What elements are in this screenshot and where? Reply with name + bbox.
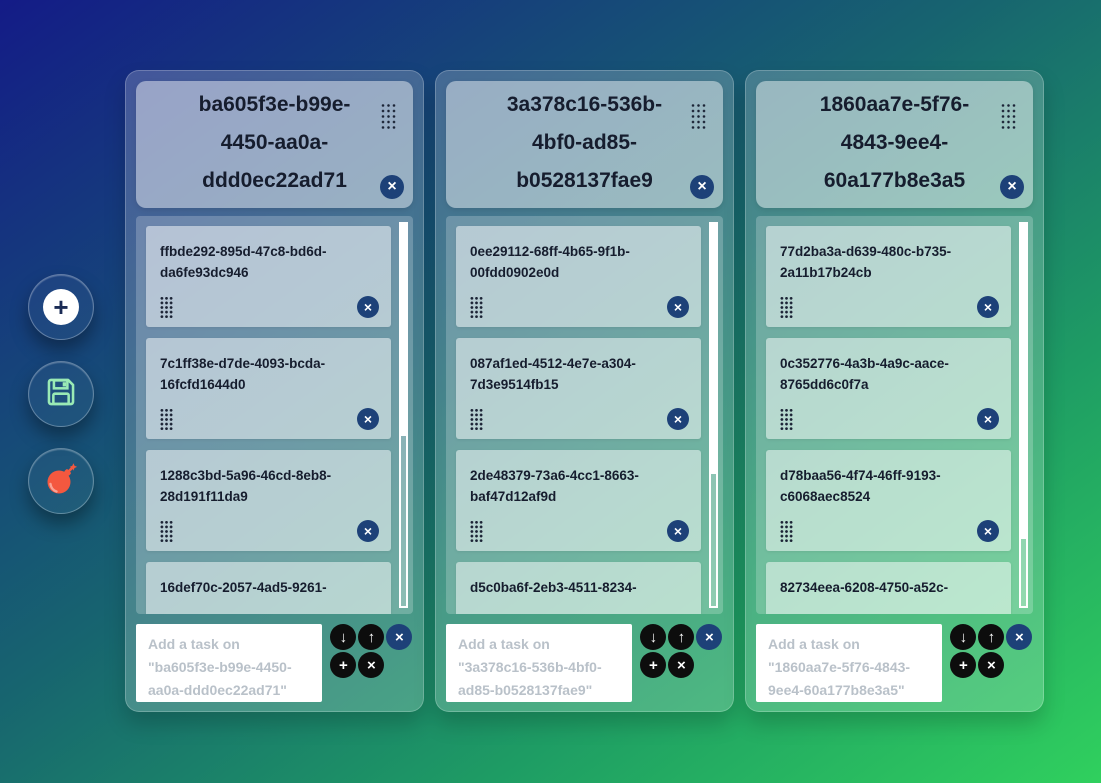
drag-handle-icon[interactable] xyxy=(780,520,793,542)
save-board-button[interactable] xyxy=(28,361,94,427)
drag-handle-icon[interactable] xyxy=(1000,103,1017,130)
delete-column-button[interactable]: × xyxy=(380,175,404,199)
delete-task-button[interactable]: × xyxy=(357,408,379,430)
scrollbar-thumb[interactable] xyxy=(709,222,718,475)
drag-handle-icon[interactable] xyxy=(380,103,397,130)
delete-task-button[interactable]: × xyxy=(357,296,379,318)
cancel-add-task-button[interactable]: × xyxy=(978,652,1005,678)
add-task-input[interactable] xyxy=(446,624,633,702)
bomb-icon xyxy=(43,461,79,502)
scrollbar-track xyxy=(709,222,718,608)
task-title: d78baa56-4f74-46ff-9193-c6068aec8524 xyxy=(780,468,941,504)
task-card[interactable]: ffbde292-895d-47c8-bd6d-da6fe93dc946 × xyxy=(146,226,391,327)
task-title: 82734eea-6208-4750-a52c- xyxy=(780,580,949,595)
delete-task-button[interactable]: × xyxy=(977,408,999,430)
side-toolbar: + xyxy=(28,274,94,514)
move-task-up-button[interactable]: ↑ xyxy=(668,624,695,650)
add-task-footer: ↓ ↑ × + × xyxy=(756,624,1033,702)
task-card[interactable]: d78baa56-4f74-46ff-9193-c6068aec8524 × xyxy=(766,450,1011,551)
task-title: d5c0ba6f-2eb3-4511-8234- xyxy=(470,580,637,595)
task-title: 0ee29112-68ff-4b65-9f1b-00fdd0902e0d xyxy=(470,244,630,280)
column-header[interactable]: 3a378c16-536b-4bf0-ad85-b0528137fae9 × xyxy=(446,81,723,208)
add-task-input[interactable] xyxy=(136,624,323,702)
scrollbar-track xyxy=(399,222,408,608)
board-column: ba605f3e-b99e-4450-aa0a-ddd0ec22ad71 × f… xyxy=(125,70,424,712)
task-title: 7c1ff38e-d7de-4093-bcda-16fcfd1644d0 xyxy=(160,356,326,392)
close-input-button[interactable]: × xyxy=(386,624,413,650)
drag-handle-icon[interactable] xyxy=(780,408,793,430)
task-input-buttons: ↓ ↑ × + × xyxy=(330,624,413,678)
cancel-add-task-button[interactable]: × xyxy=(668,652,695,678)
scrollbar-thumb[interactable] xyxy=(399,222,408,436)
add-column-button[interactable]: + xyxy=(28,274,94,340)
drag-handle-icon[interactable] xyxy=(690,103,707,130)
kanban-board: ba605f3e-b99e-4450-aa0a-ddd0ec22ad71 × f… xyxy=(125,70,1044,712)
move-task-down-button[interactable]: ↓ xyxy=(330,624,357,650)
task-title: ffbde292-895d-47c8-bd6d-da6fe93dc946 xyxy=(160,244,327,280)
column-title: 1860aa7e-5f76-4843-9ee4-60a177b8e3a5 xyxy=(819,93,970,192)
task-title: 77d2ba3a-d639-480c-b735-2a11b17b24cb xyxy=(780,244,952,280)
close-input-button[interactable]: × xyxy=(1006,624,1033,650)
drag-handle-icon[interactable] xyxy=(160,520,173,542)
task-input-buttons: ↓ ↑ × + × xyxy=(950,624,1033,678)
drag-handle-icon[interactable] xyxy=(470,520,483,542)
task-card[interactable]: 087af1ed-4512-4e7e-a304-7d3e9514fb15 × xyxy=(456,338,701,439)
add-task-footer: ↓ ↑ × + × xyxy=(446,624,723,702)
delete-column-button[interactable]: × xyxy=(690,175,714,199)
move-task-up-button[interactable]: ↑ xyxy=(358,624,385,650)
cancel-add-task-button[interactable]: × xyxy=(358,652,385,678)
delete-task-button[interactable]: × xyxy=(357,520,379,542)
add-task-footer: ↓ ↑ × + × xyxy=(136,624,413,702)
close-input-button[interactable]: × xyxy=(696,624,723,650)
task-card[interactable]: d5c0ba6f-2eb3-4511-8234- × xyxy=(456,562,701,614)
board-column: 1860aa7e-5f76-4843-9ee4-60a177b8e3a5 × 7… xyxy=(745,70,1044,712)
task-card[interactable]: 2de48379-73a6-4cc1-8663-baf47d12af9d × xyxy=(456,450,701,551)
task-title: 0c352776-4a3b-4a9c-aace-8765dd6c0f7a xyxy=(780,356,949,392)
plus-icon: + xyxy=(43,289,79,325)
move-task-down-button[interactable]: ↓ xyxy=(950,624,977,650)
task-card[interactable]: 1288c3bd-5a96-46cd-8eb8-28d191f11da9 × xyxy=(146,450,391,551)
task-card[interactable]: 0ee29112-68ff-4b65-9f1b-00fdd0902e0d × xyxy=(456,226,701,327)
drag-handle-icon[interactable] xyxy=(470,408,483,430)
scrollbar-thumb[interactable] xyxy=(1019,222,1028,540)
column-header[interactable]: ba605f3e-b99e-4450-aa0a-ddd0ec22ad71 × xyxy=(136,81,413,208)
drag-handle-icon[interactable] xyxy=(160,296,173,318)
task-title: 1288c3bd-5a96-46cd-8eb8-28d191f11da9 xyxy=(160,468,332,504)
delete-task-button[interactable]: × xyxy=(667,408,689,430)
delete-task-button[interactable]: × xyxy=(977,520,999,542)
scrollbar-track xyxy=(1019,222,1028,608)
task-input-buttons: ↓ ↑ × + × xyxy=(640,624,723,678)
task-title: 2de48379-73a6-4cc1-8663-baf47d12af9d xyxy=(470,468,639,504)
task-list: ffbde292-895d-47c8-bd6d-da6fe93dc946 × 7… xyxy=(136,216,413,614)
column-header[interactable]: 1860aa7e-5f76-4843-9ee4-60a177b8e3a5 × xyxy=(756,81,1033,208)
delete-task-button[interactable]: × xyxy=(977,296,999,318)
confirm-add-task-button[interactable]: + xyxy=(330,652,357,678)
delete-task-button[interactable]: × xyxy=(667,296,689,318)
drag-handle-icon[interactable] xyxy=(780,296,793,318)
task-card[interactable]: 0c352776-4a3b-4a9c-aace-8765dd6c0f7a × xyxy=(766,338,1011,439)
board-column: 3a378c16-536b-4bf0-ad85-b0528137fae9 × 0… xyxy=(435,70,734,712)
confirm-add-task-button[interactable]: + xyxy=(950,652,977,678)
task-card[interactable]: 82734eea-6208-4750-a52c- × xyxy=(766,562,1011,614)
add-task-input[interactable] xyxy=(756,624,943,702)
task-list: 0ee29112-68ff-4b65-9f1b-00fdd0902e0d × 0… xyxy=(446,216,723,614)
column-title: ba605f3e-b99e-4450-aa0a-ddd0ec22ad71 xyxy=(198,93,351,192)
clear-board-button[interactable] xyxy=(28,448,94,514)
floppy-disk-icon xyxy=(44,375,78,414)
drag-handle-icon[interactable] xyxy=(160,408,173,430)
task-list: 77d2ba3a-d639-480c-b735-2a11b17b24cb × 0… xyxy=(756,216,1033,614)
confirm-add-task-button[interactable]: + xyxy=(640,652,667,678)
task-card[interactable]: 16def70c-2057-4ad5-9261- × xyxy=(146,562,391,614)
task-title: 087af1ed-4512-4e7e-a304-7d3e9514fb15 xyxy=(470,356,636,392)
task-card[interactable]: 77d2ba3a-d639-480c-b735-2a11b17b24cb × xyxy=(766,226,1011,327)
column-title: 3a378c16-536b-4bf0-ad85-b0528137fae9 xyxy=(506,93,663,192)
task-title: 16def70c-2057-4ad5-9261- xyxy=(160,580,327,595)
drag-handle-icon[interactable] xyxy=(470,296,483,318)
delete-column-button[interactable]: × xyxy=(1000,175,1024,199)
move-task-up-button[interactable]: ↑ xyxy=(978,624,1005,650)
delete-task-button[interactable]: × xyxy=(667,520,689,542)
move-task-down-button[interactable]: ↓ xyxy=(640,624,667,650)
task-card[interactable]: 7c1ff38e-d7de-4093-bcda-16fcfd1644d0 × xyxy=(146,338,391,439)
